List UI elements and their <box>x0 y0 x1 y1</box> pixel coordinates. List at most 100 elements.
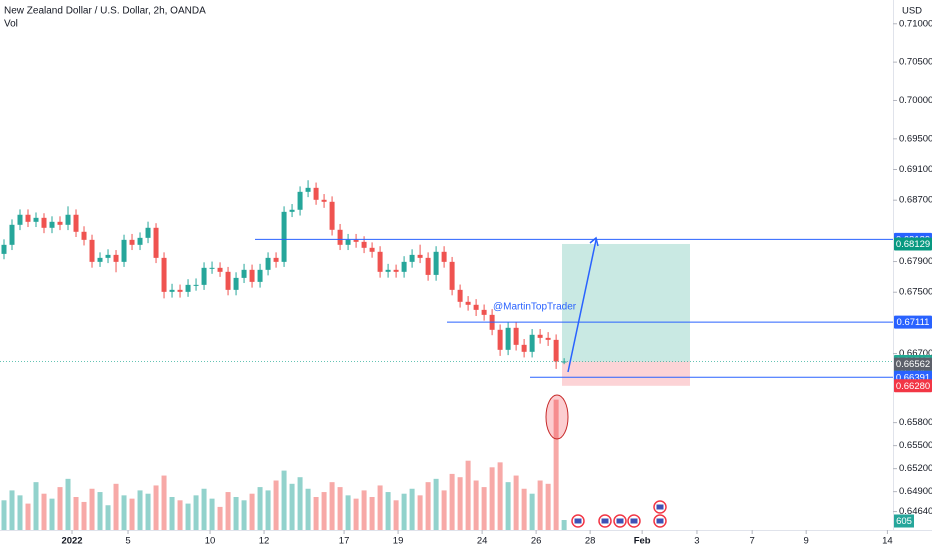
candle-body <box>289 209 295 212</box>
x-tick-label: 26 <box>531 536 542 547</box>
x-tick-label: 14 <box>882 536 893 547</box>
volume-bar <box>361 490 367 530</box>
candle-body <box>465 301 471 305</box>
volume-bar <box>489 467 495 530</box>
candle-body <box>345 239 351 245</box>
volume-bar <box>521 488 527 530</box>
volume-bar <box>225 492 231 530</box>
volume-bar <box>497 462 503 530</box>
volume-bar <box>209 498 215 530</box>
candle-body <box>265 257 271 270</box>
candle-body <box>369 247 375 252</box>
x-tick-label: Feb <box>634 536 651 547</box>
volume-bar <box>377 485 383 530</box>
candle-body <box>553 339 559 362</box>
volume-bar <box>561 520 567 530</box>
volume-bar <box>353 498 359 530</box>
candle-body <box>361 241 367 248</box>
volume-bar <box>449 473 455 530</box>
y-tick-label: 0.67900 <box>899 256 932 267</box>
arrow-line <box>567 239 597 373</box>
volume-bar <box>345 495 351 530</box>
volume-bar <box>273 480 279 530</box>
volume-bar <box>65 478 71 530</box>
candle-body <box>433 251 439 275</box>
currency: USD <box>902 6 922 17</box>
volume-title: Vol <box>4 19 18 30</box>
candle-body <box>217 267 223 272</box>
volume-bar <box>233 497 239 530</box>
candle-body <box>241 269 247 278</box>
chart-title: New Zealand Dollar / U.S. Dollar, 2h, OA… <box>4 6 206 17</box>
position-target-zone <box>562 243 690 362</box>
volume-bar <box>505 482 511 530</box>
price-tag <box>894 357 932 371</box>
y-tick-label: 0.64900 <box>899 486 932 497</box>
volume-bar <box>41 493 47 530</box>
event-flag <box>630 518 638 524</box>
volume-bar <box>305 488 311 530</box>
x-tick-label: 12 <box>259 536 270 547</box>
candle-body <box>57 221 63 225</box>
candle-body <box>545 337 551 340</box>
x-tick-label: 10 <box>205 536 216 547</box>
volume-bar <box>57 487 63 530</box>
candle-body <box>201 267 207 285</box>
candle-body <box>505 327 511 350</box>
y-tick-label: 0.68700 <box>899 195 932 206</box>
candle-body <box>441 251 447 262</box>
candle-body <box>393 269 399 272</box>
candle-body <box>9 224 15 245</box>
candle-body <box>409 254 415 262</box>
candle-body <box>353 239 359 242</box>
candle-body <box>17 214 23 225</box>
volume-bar <box>433 478 439 530</box>
volume-bar <box>177 500 183 530</box>
candle-body <box>121 239 127 262</box>
volume-bar <box>169 497 175 530</box>
y-tick-label: 0.69100 <box>899 164 932 175</box>
candle-body <box>329 201 335 230</box>
volume-bar <box>257 487 263 530</box>
candle-body <box>313 187 319 200</box>
candle-body <box>233 277 239 290</box>
candle-body <box>161 257 167 292</box>
volume-bar <box>1 500 7 530</box>
volume-bar <box>9 490 15 530</box>
candle-body <box>449 261 455 290</box>
volume-bar <box>185 503 191 530</box>
volume-bar <box>129 498 135 530</box>
candle-body <box>529 334 535 352</box>
volume-bar <box>369 497 375 530</box>
volume-bar <box>385 492 391 530</box>
volume-bar <box>329 482 335 530</box>
volume-bar <box>393 500 399 530</box>
candle-body <box>473 304 479 310</box>
candle-body <box>33 217 39 222</box>
volume-tag <box>894 514 914 528</box>
candle-body <box>425 257 431 275</box>
candle-body <box>177 289 183 292</box>
candle-body <box>281 211 287 262</box>
volume-bar <box>417 495 423 530</box>
candle-body <box>513 327 519 345</box>
volume-tag-label: 605 <box>896 516 912 527</box>
volume-bar <box>457 477 463 530</box>
x-tick-label: 19 <box>393 536 404 547</box>
volume-bar <box>241 500 247 530</box>
volume-bar <box>81 501 87 530</box>
volume-bar <box>145 493 151 530</box>
volume-bar <box>401 493 407 530</box>
event-flag <box>656 518 664 524</box>
volume-bar <box>33 482 39 530</box>
y-tick-label: 0.71000 <box>899 18 932 29</box>
candle-body <box>137 237 143 245</box>
candle-body <box>521 344 527 352</box>
y-tick-label: 0.70500 <box>899 57 932 68</box>
candle-body <box>41 217 47 228</box>
volume-bar <box>249 493 255 530</box>
volume-bar <box>121 495 127 530</box>
